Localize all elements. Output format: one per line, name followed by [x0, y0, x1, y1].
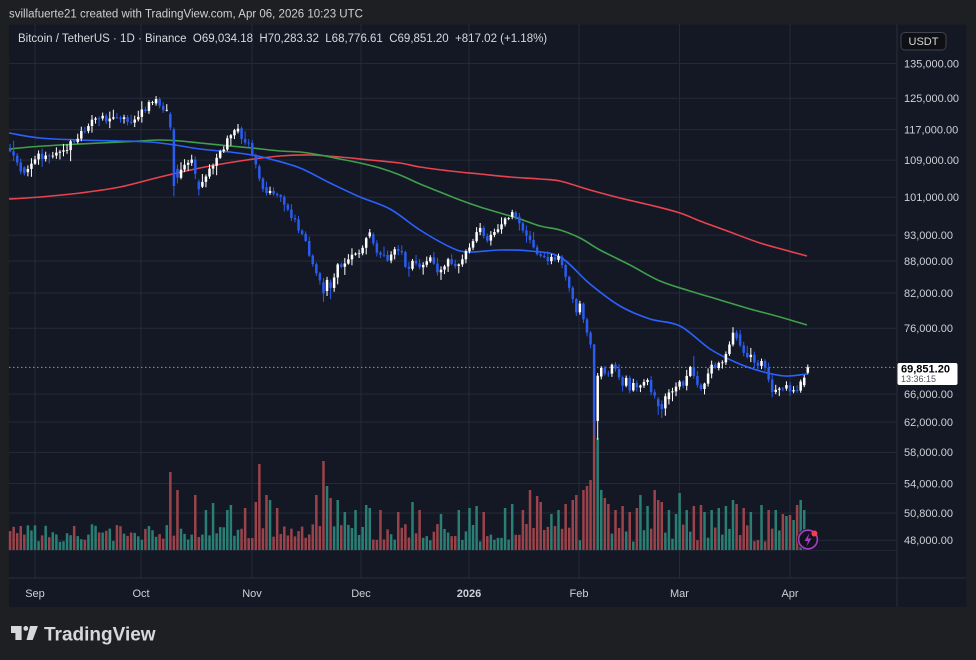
svg-text:2026: 2026: [457, 588, 481, 600]
svg-text:101,000.00: 101,000.00: [904, 192, 959, 204]
svg-text:Nov: Nov: [242, 588, 262, 600]
svg-text:54,000.00: 54,000.00: [904, 478, 953, 490]
svg-text:66,000.00: 66,000.00: [904, 389, 953, 401]
svg-text:58,000.00: 58,000.00: [904, 447, 953, 459]
svg-text:50,800.00: 50,800.00: [904, 508, 953, 520]
svg-text:USDT: USDT: [909, 36, 939, 48]
svg-text:82,000.00: 82,000.00: [904, 288, 953, 300]
svg-text:93,000.00: 93,000.00: [904, 230, 953, 242]
svg-text:135,000.00: 135,000.00: [904, 58, 959, 70]
svg-text:Mar: Mar: [670, 588, 689, 600]
svg-text:Feb: Feb: [570, 588, 589, 600]
svg-text:117,000.00: 117,000.00: [904, 124, 958, 136]
svg-text:69,851.20: 69,851.20: [901, 364, 950, 376]
svg-text:Oct: Oct: [132, 588, 149, 600]
svg-text:Dec: Dec: [351, 588, 371, 600]
svg-text:125,000.00: 125,000.00: [904, 93, 959, 105]
svg-text:88,000.00: 88,000.00: [904, 256, 953, 268]
svg-text:svillafuerte21 created with Tr: svillafuerte21 created with TradingView.…: [9, 9, 363, 21]
svg-text:62,000.00: 62,000.00: [904, 417, 953, 429]
svg-text:109,000.00: 109,000.00: [904, 155, 959, 167]
svg-text:48,000.00: 48,000.00: [904, 535, 953, 547]
svg-text:Apr: Apr: [781, 588, 798, 600]
svg-text:13:36:15: 13:36:15: [901, 374, 936, 384]
svg-text:Sep: Sep: [25, 588, 45, 600]
svg-text:Bitcoin / TetherUS · 1D · Bina: Bitcoin / TetherUS · 1D · Binance O69,03…: [18, 33, 547, 45]
svg-text:TradingView: TradingView: [44, 625, 156, 646]
svg-text:76,000.00: 76,000.00: [904, 323, 953, 335]
